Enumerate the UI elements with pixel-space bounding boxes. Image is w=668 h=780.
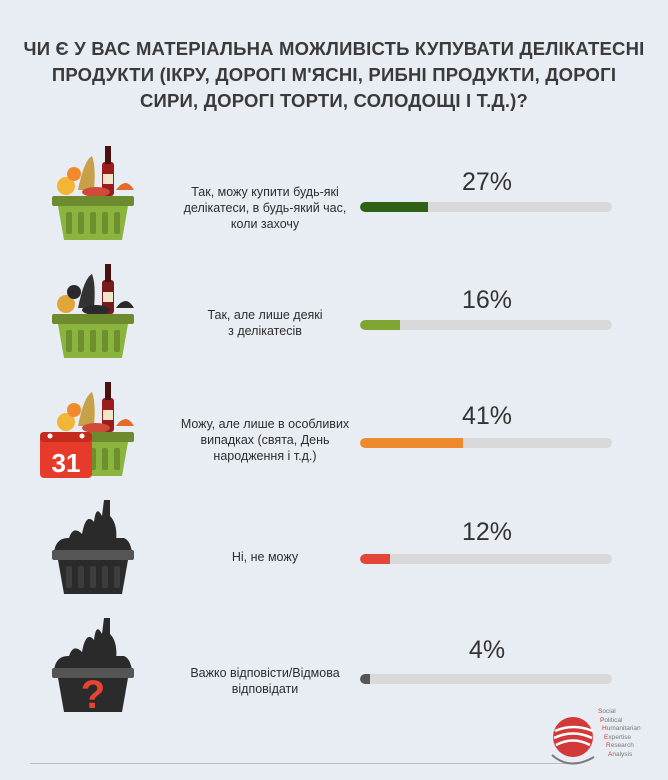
category-label: Так, можу купити будь-які делікатеси, в б… <box>183 185 347 231</box>
logo-text-line: Expertise <box>604 733 632 741</box>
chart-row: 31 Можу, але лише в особливих випадках (св… <box>0 376 668 486</box>
chart-row: ? Важко відповісти/Відмова відповідати 4% <box>0 612 668 722</box>
calendar-basket-icon: 31 <box>40 382 134 478</box>
bar <box>360 438 464 448</box>
bar-track <box>360 320 612 330</box>
value-label: 41% <box>461 402 513 430</box>
svg-text:31: 31 <box>52 448 81 478</box>
logo-text-line: Political <box>600 716 623 724</box>
category-label: Ні, не можу <box>231 550 299 564</box>
logo-text-line: Humanitarian <box>602 725 641 733</box>
value-label: 4% <box>468 636 506 664</box>
logo-text-line: Social <box>598 708 616 715</box>
chart-title: ЧИ Є У ВАС МАТЕРІАЛЬНА МОЖЛИВІСТЬ КУПУВА… <box>23 38 645 111</box>
partial-basket-icon <box>52 264 134 358</box>
bar-track <box>360 202 612 212</box>
bar <box>360 320 401 330</box>
bar <box>360 674 371 684</box>
chart-row: Так, можу купити будь-які делікатеси, в б… <box>0 140 668 250</box>
value-label: 16% <box>461 286 513 314</box>
chart-row: Ні, не можу 12% <box>0 494 668 604</box>
bar <box>360 202 429 212</box>
logo-text-line: Analysis <box>608 750 633 758</box>
logo-icon <box>551 717 595 765</box>
footer-divider <box>30 763 575 764</box>
category-label: Можу, але лише в особливих випадках (свят… <box>180 417 350 463</box>
bar-track <box>360 554 612 564</box>
logo-text: Social Political Humanitarian Expertise Rese… <box>598 708 641 760</box>
value-label: 12% <box>461 518 513 546</box>
question-basket-icon: ? <box>52 618 134 717</box>
value-label: 27% <box>461 168 513 196</box>
category-label: Важко відповісти/Відмова відповідати <box>190 666 340 696</box>
empty-basket-icon <box>52 500 134 594</box>
full-basket-icon <box>52 146 134 240</box>
logo-text-line: Research <box>606 742 634 750</box>
question-mark-icon: ? <box>81 673 105 717</box>
calendar-icon: 31 <box>40 432 92 478</box>
category-label: Так, але лише деякі з делікатесів <box>207 308 323 338</box>
bar-track <box>360 438 612 448</box>
chart-row: Так, але лише деякі з делікатесів 16% <box>0 258 668 368</box>
bar-track <box>360 674 612 684</box>
bar <box>360 554 391 564</box>
